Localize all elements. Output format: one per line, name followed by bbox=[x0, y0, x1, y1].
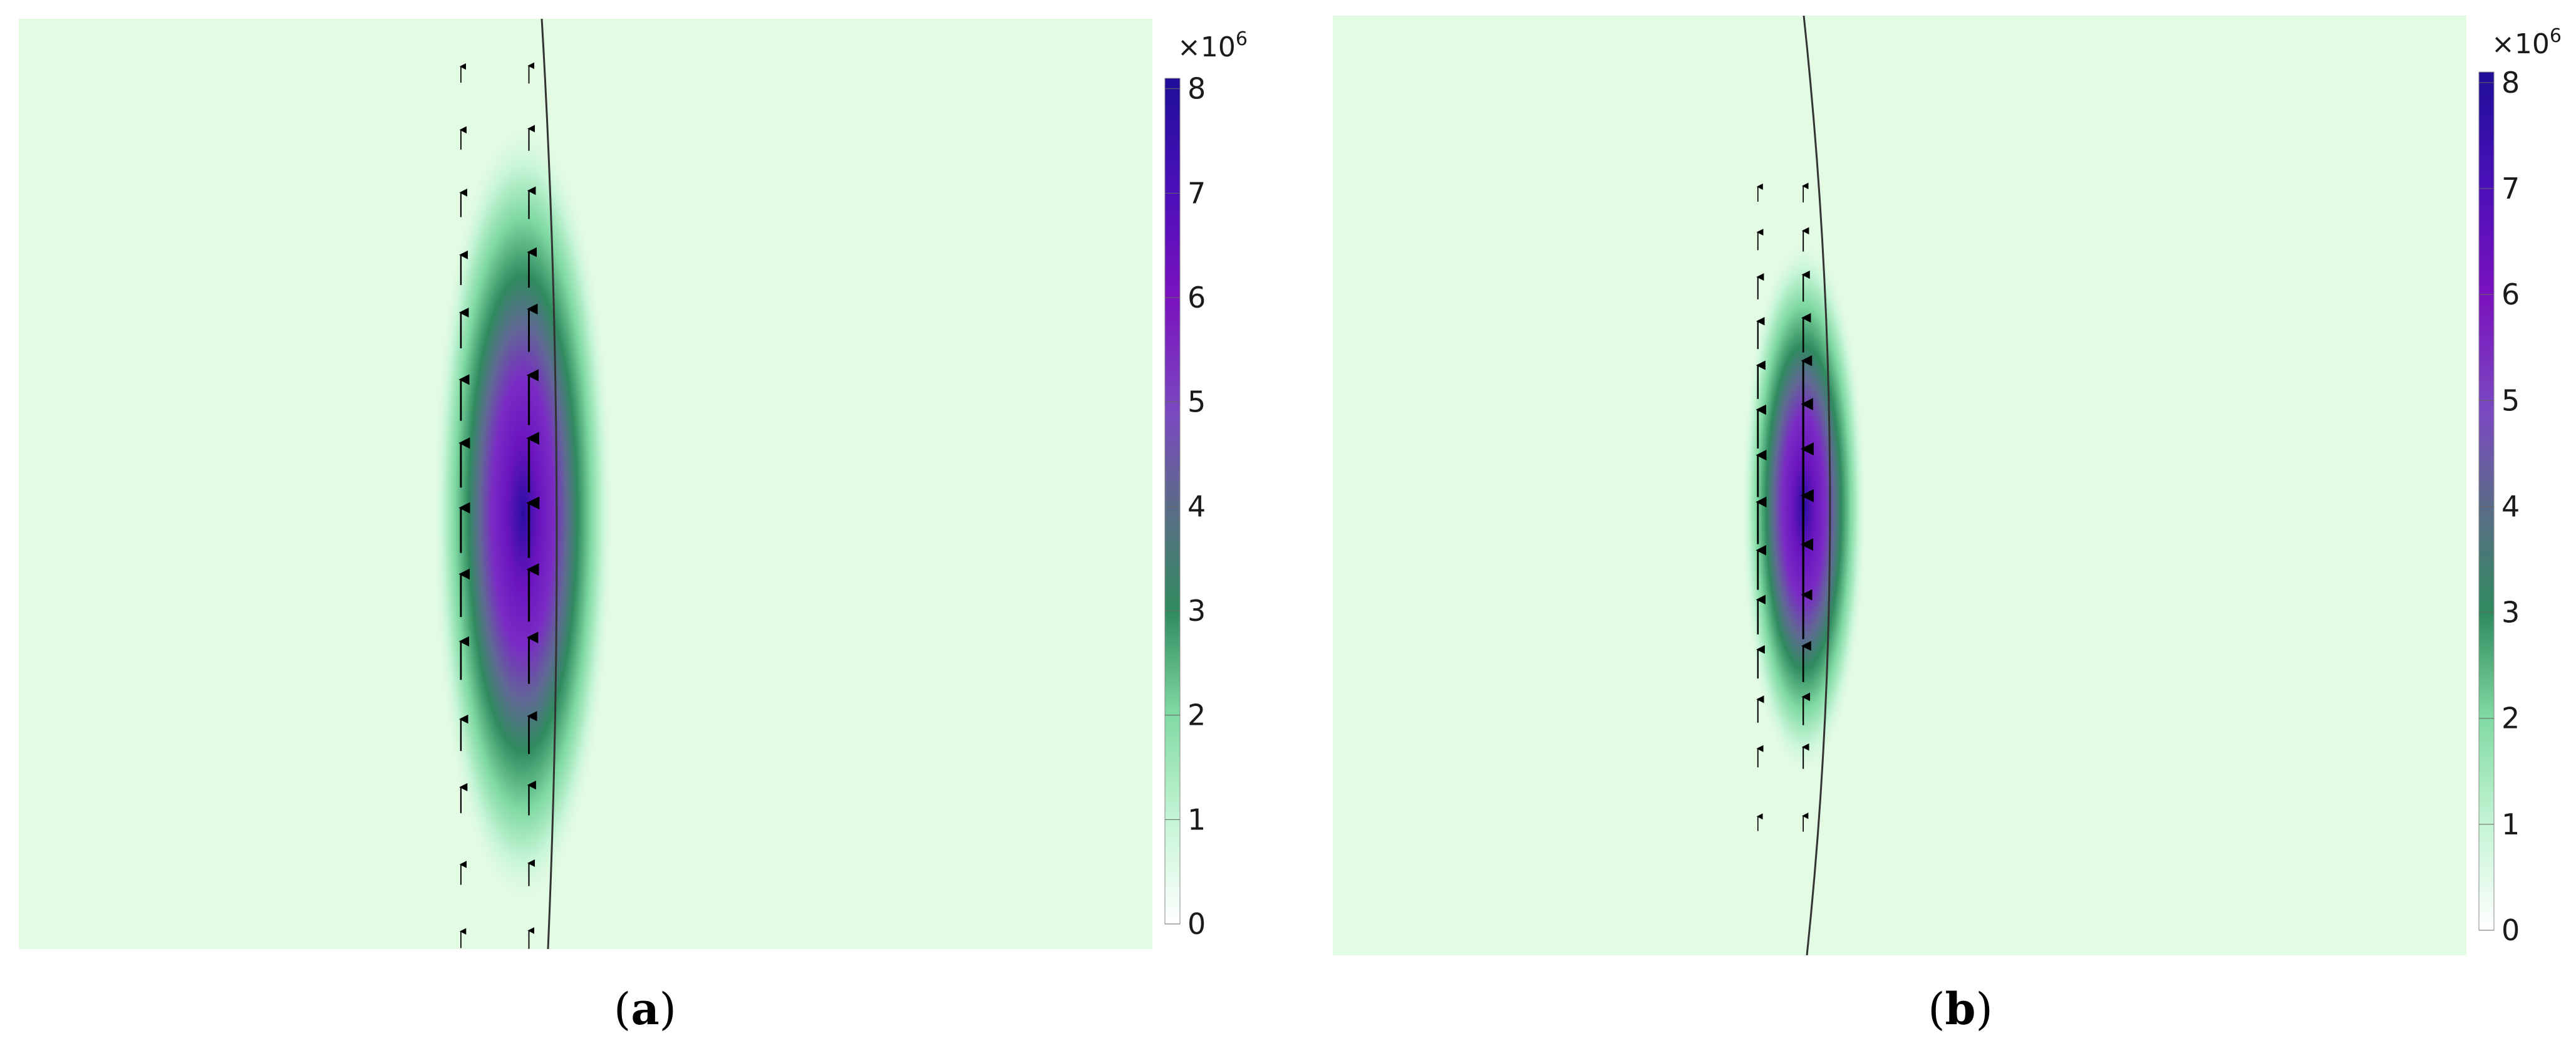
colorbar-tick-label: 5 bbox=[1187, 385, 1206, 419]
colorbar-tick-label: 8 bbox=[1187, 72, 1206, 106]
arrows-b bbox=[1756, 182, 1814, 832]
colorbar-ticks-a: 0 1 2 3 4 5 6 7 8 bbox=[1165, 72, 1206, 941]
colorbar-a bbox=[1164, 78, 1181, 925]
colorbar-tick-label: 0 bbox=[1187, 907, 1206, 941]
colorbar-tick-label: 2 bbox=[2501, 702, 2520, 735]
field-blob-a bbox=[432, 119, 614, 908]
boundary-curve-a bbox=[541, 18, 558, 950]
panel-label-b: b bbox=[1945, 983, 1976, 1035]
colorbar-exponent-power-a: 6 bbox=[1236, 28, 1248, 50]
colorbar-ticks-b: 0 1 2 3 4 5 6 7 8 bbox=[2479, 66, 2520, 947]
colorbar-tick-label: 4 bbox=[2501, 489, 2520, 523]
colorbar-tick-label: 7 bbox=[1187, 176, 1206, 210]
panel-caption-a: (a) bbox=[614, 983, 676, 1035]
colorbar-tick-label: 6 bbox=[2501, 278, 2520, 311]
panel-caption-b: (b) bbox=[1928, 983, 1993, 1035]
colorbar-exponent-power-b: 6 bbox=[2550, 25, 2562, 47]
colorbar-tick-label: 3 bbox=[2501, 596, 2520, 630]
colorbar-exponent-b: ×106 bbox=[2491, 25, 2562, 60]
colorbar-tick-label: 1 bbox=[1187, 802, 1206, 836]
colorbar-exponent-a: ×106 bbox=[1177, 28, 1248, 63]
colorbar-tick-label: 2 bbox=[1187, 698, 1206, 732]
colorbar-exponent-base-b: ×10 bbox=[2491, 28, 2550, 60]
colorbar-tick-label: 0 bbox=[2501, 913, 2520, 947]
colorbar-tick-label: 3 bbox=[1187, 594, 1206, 628]
colorbar-exponent-base-a: ×10 bbox=[1177, 31, 1236, 63]
plot-area-b bbox=[1333, 16, 2466, 955]
colorbar-tick-label: 6 bbox=[1187, 281, 1206, 314]
colorbar-b bbox=[2478, 71, 2495, 931]
colorbar-tick-label: 4 bbox=[1187, 489, 1206, 523]
colorbar-tick-label: 8 bbox=[2501, 66, 2520, 100]
boundary-curve-b bbox=[1803, 15, 1831, 956]
arrows-a bbox=[458, 62, 540, 949]
colorbar-tick-label: 7 bbox=[2501, 172, 2520, 205]
colorbar-tick-label: 1 bbox=[2501, 807, 2520, 841]
colorbar-tick-label: 5 bbox=[2501, 383, 2520, 417]
panel-label-a: a bbox=[631, 983, 659, 1035]
